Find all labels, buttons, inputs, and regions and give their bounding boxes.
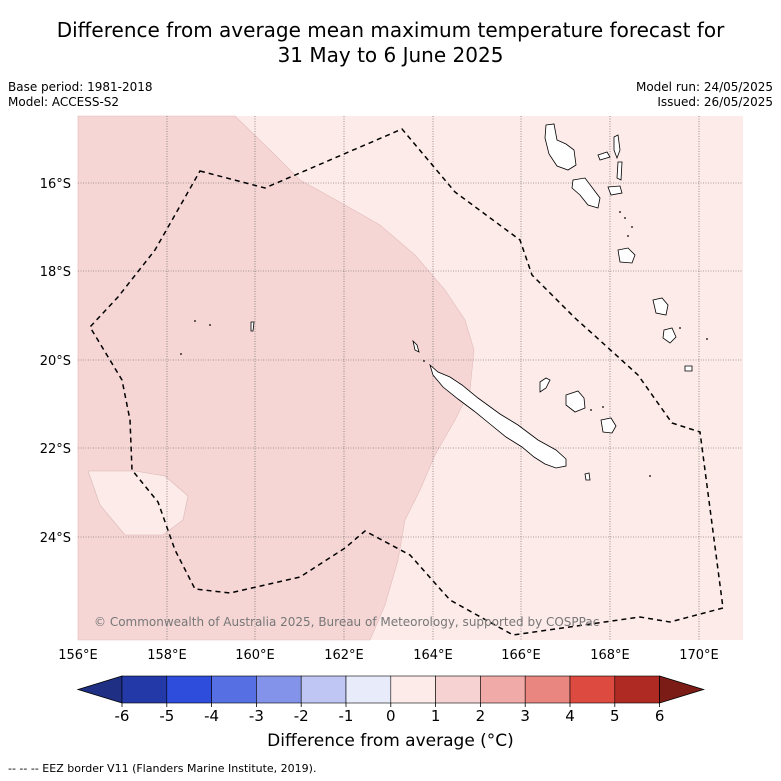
colorbar-tick-label: 6 [655,707,665,725]
islet [624,217,626,219]
colorbar-tick-label: -4 [204,707,219,725]
lon-label: 168°E [590,648,630,663]
gridlines [78,116,743,640]
eez-border [89,128,724,636]
colorbar-tick-label: -1 [339,707,354,725]
colorbar-tick-label: 5 [610,707,620,725]
colorbar-tick-label: 1 [431,707,441,725]
lon-label: 160°E [235,648,275,663]
colorbar-bin [121,675,168,704]
colorbar-bin [569,675,616,704]
islet [209,324,211,326]
colorbar-bin [345,675,392,704]
eez-legend-footnote: -- -- -- EEZ border V11 (Flanders Marine… [8,762,317,775]
vanuatu-maewo [613,134,621,160]
chesterfield-reef [250,321,255,332]
loyalty-mare [600,417,617,434]
colorbar-bin [211,675,257,704]
lon-label: 158°E [147,648,187,663]
islet [194,320,196,322]
model-run: Model run: 24/05/2025 [635,80,773,94]
colorbar-bin [524,675,571,704]
base-period: Base period: 1981-2018 [8,80,153,94]
vanuatu-aneityum [684,365,693,372]
walpole-island [584,472,591,481]
copyright-notice: © Commonwealth of Australia 2025, Bureau… [94,615,599,629]
islet [649,475,651,477]
colorbar-tick-label: 4 [565,707,575,725]
meta-left: Base period: 1981-2018 Model: ACCESS-S2 [8,80,153,110]
lon-label: 162°E [324,648,364,663]
colorbar-tick-label: 3 [520,707,530,725]
lat-label: 20°S [40,354,71,369]
colorbar-tick-label: -2 [294,707,309,725]
colorbar-bin [480,675,526,704]
colorbar-tick-label: 0 [386,707,396,725]
islet [619,211,621,213]
loyalty-ouvea [539,377,551,393]
islet [590,409,592,411]
islet [631,226,633,228]
vanuatu-malekula [571,177,601,209]
colorbar-label: Difference from average (°C) [267,731,514,751]
issued-date: Issued: 26/05/2025 [657,95,773,109]
colorbar-extend-low [76,675,123,704]
anomaly-zone-0-to-1-pocket [87,470,189,536]
vanuatu-tanna [662,327,677,344]
lon-label: 170°E [679,648,719,663]
colorbar-tick-label: -6 [115,707,130,725]
new-caledonia-main-island [429,363,567,469]
islet [627,235,629,237]
colorbar-bin [166,675,212,704]
lat-label: 18°S [40,265,71,280]
colorbar-bin [390,675,436,704]
vanuatu-ambrym [607,185,623,196]
islet [180,353,182,355]
lon-label: 164°E [413,648,453,663]
colorbar-bin [614,675,660,704]
lat-label: 24°S [40,531,71,546]
lat-label: 22°S [40,442,71,457]
map-panel: © Commonwealth of Australia 2025, Bureau… [77,115,743,641]
vanuatu-efate [617,247,636,264]
vanuatu-ambae [597,151,611,161]
lat-label: 16°S [40,177,71,192]
islet [706,338,708,340]
lon-label: 156°E [58,648,98,663]
islet [602,406,604,408]
loyalty-lifou [565,390,586,413]
colorbar-bin [300,675,347,704]
meta-right: Model run: 24/05/2025 Issued: 26/05/2025 [636,80,773,110]
vanuatu-pentecost [616,161,623,181]
lat-tick-labels: 16°S 18°S 20°S 22°S 24°S [40,177,71,546]
colorbar-extend-high [659,675,705,704]
coastlines [250,123,693,481]
colorbar-tick-label: -5 [159,707,174,725]
model-name: Model: ACCESS-S2 [8,95,120,109]
colorbar-tick-label: -3 [249,707,264,725]
lon-label: 166°E [501,648,541,663]
colorbar-bin [435,675,481,704]
small-islets [180,211,708,477]
islet [679,327,681,329]
vanuatu-erromango [652,297,669,316]
vanuatu-espiritu-santo [544,123,577,171]
lon-tick-labels: 156°E 158°E 160°E 162°E 164°E 166°E 168°… [58,648,719,663]
title-line-1: Difference from average mean maximum tem… [56,18,725,42]
colorbar-bin [256,675,302,704]
belep-islands [412,339,420,353]
colorbar-tick-label: 2 [476,707,486,725]
islet [423,360,425,362]
map-title: Difference from average mean maximum tem… [0,18,781,68]
colorbar: -6 -5 -4 -3 -2 -1 0 1 2 3 4 5 6 [76,675,705,725]
title-line-2: 31 May to 6 June 2025 [277,43,504,67]
